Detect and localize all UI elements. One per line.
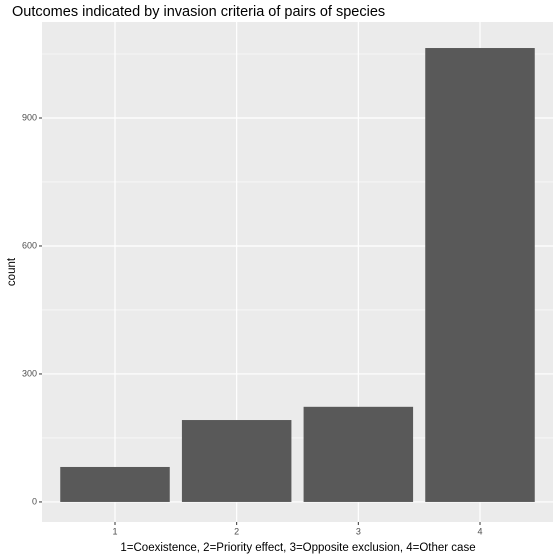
y-tick-label: 900 bbox=[22, 112, 37, 122]
y-tick-label: 0 bbox=[32, 496, 37, 506]
bar bbox=[303, 406, 414, 502]
chart-title: Outcomes indicated by invasion criteria … bbox=[12, 4, 385, 20]
x-tick-label: 1 bbox=[112, 526, 117, 536]
bar bbox=[181, 420, 292, 502]
bar bbox=[60, 466, 170, 502]
bar bbox=[425, 48, 535, 502]
x-tick-label: 2 bbox=[234, 526, 239, 536]
x-axis-title: 1=Coexistence, 2=Priority effect, 3=Oppo… bbox=[120, 542, 475, 554]
x-tick-label: 3 bbox=[356, 526, 361, 536]
y-tick-label: 600 bbox=[22, 240, 37, 250]
x-tick-label: 4 bbox=[477, 526, 482, 536]
y-axis-title: count bbox=[6, 257, 18, 286]
y-tick-label: 300 bbox=[22, 368, 37, 378]
